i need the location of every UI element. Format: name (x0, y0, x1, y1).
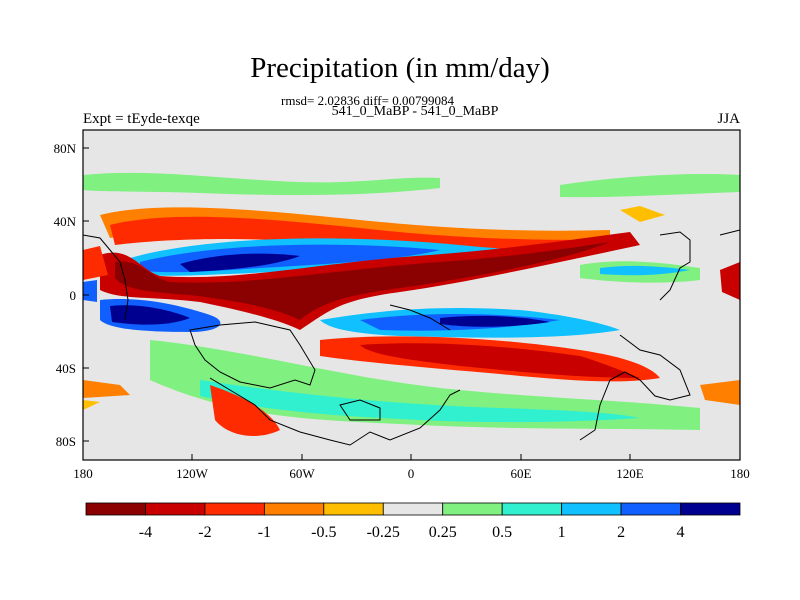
colorbar-swatch (85, 502, 146, 516)
colorbar: -4 -2 -1 -0.5 -0.25 0.25 0.5 1 2 4 (85, 502, 741, 541)
colorbar-label: 0.25 (429, 524, 457, 541)
precip-field (83, 130, 740, 460)
colorbar-label: -1 (258, 524, 271, 541)
colorbar-label: -0.5 (311, 524, 336, 541)
lon-tick-label: 180 (730, 466, 750, 481)
colorbar-swatch (680, 502, 741, 516)
coastlines (82, 229, 741, 446)
lon-tick-label: 120E (616, 466, 644, 481)
colorbar-swatch (620, 502, 681, 516)
season-label: JJA (717, 111, 740, 127)
lon-tick-label: 60E (511, 466, 532, 481)
lat-tick-label: 80S (56, 434, 76, 449)
colorbar-swatch (323, 502, 384, 516)
lon-tick-label: 0 (408, 466, 415, 481)
lat-tick-label: 40N (54, 214, 77, 229)
colorbar-label: -0.25 (367, 524, 400, 541)
lon-tick-label: 120W (176, 466, 209, 481)
colorbar-swatch (382, 502, 444, 516)
colorbar-swatch (442, 502, 503, 516)
colorbar-label: -4 (139, 524, 152, 541)
lat-tick-label: 40S (56, 361, 76, 376)
lat-tick-label: 80N (54, 141, 77, 156)
lat-tick-label: 0 (70, 288, 77, 303)
colorbar-swatch (561, 502, 622, 516)
subtitle: 541_0_MaBP - 541_0_MaBP (331, 104, 499, 119)
colorbar-label: 2 (617, 524, 625, 541)
colorbar-swatch (145, 502, 206, 516)
colorbar-label: 1 (558, 524, 566, 541)
lon-tick-label: 180 (73, 466, 93, 481)
lon-axis: 180 120W 60W 0 60E 120E 180 (73, 454, 750, 481)
plot-title: Precipitation (in mm/day) (250, 52, 550, 84)
colorbar-swatch (204, 502, 265, 516)
colorbar-label: -2 (198, 524, 211, 541)
lon-tick-label: 60W (289, 466, 315, 481)
lat-axis: 80N 40N 0 40S 80S (54, 141, 89, 449)
experiment-label: Expt = tEyde-texqe (83, 111, 200, 127)
colorbar-label: 0.5 (492, 524, 512, 541)
stats-line: rmsd= 2.02836 diff= 0.00799084 (281, 93, 454, 108)
colorbar-swatch (501, 502, 563, 516)
colorbar-swatch (263, 502, 325, 516)
colorbar-label: 4 (677, 524, 685, 541)
